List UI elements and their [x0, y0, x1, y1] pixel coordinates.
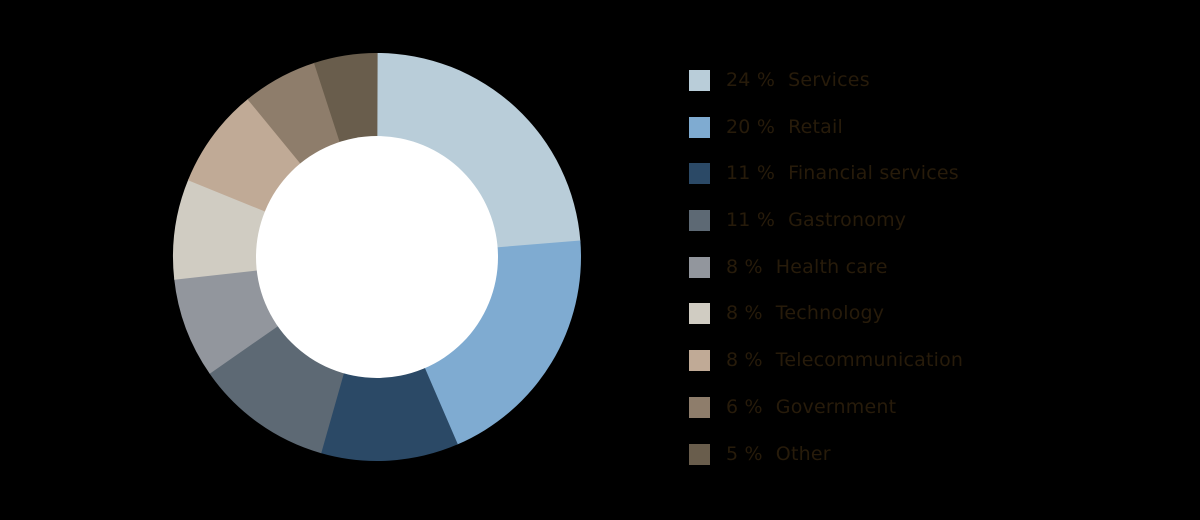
legend-value: 20 %: [726, 115, 776, 138]
donut-slice-health-care: [174, 269, 279, 374]
legend-swatch: [689, 443, 710, 465]
legend-swatch: [689, 116, 710, 138]
legend-item: 8 % Telecommunication: [689, 349, 964, 372]
legend-label: Government: [775, 395, 897, 418]
donut-slice-telecommunication: [187, 98, 302, 212]
legend-label: Other: [775, 442, 831, 465]
donut-slice-retail: [423, 240, 582, 445]
legend-swatch: [689, 210, 710, 232]
legend-value: 24 %: [726, 69, 776, 91]
legend-value: 11 %: [726, 209, 776, 232]
legend-label: Retail: [788, 115, 843, 138]
donut-slice-technology: [172, 179, 267, 280]
legend-label: Technology: [775, 302, 885, 325]
legend-item: 6 % Government: [689, 395, 963, 418]
legend-item: 5 % Other: [689, 442, 963, 465]
legend-swatch: [689, 70, 710, 91]
legend-label: Financial services: [788, 162, 959, 185]
legend-item: 20 % Retail: [689, 115, 963, 138]
legend-value: 5 %: [726, 442, 763, 465]
legend-item: 11 % Financial services: [689, 162, 963, 185]
legend-value: 6 %: [726, 395, 763, 418]
legend-value: 8 %: [726, 302, 763, 325]
donut-slice-services: [376, 53, 581, 249]
legend-swatch: [689, 163, 710, 185]
legend: 24 % Services 20 % Retail 11 % Financial serv…: [689, 70, 963, 465]
legend-item: 24 % Services: [689, 70, 963, 91]
legend-label: Gastronomy: [788, 209, 907, 232]
legend-label: Services: [788, 69, 870, 91]
legend-value: 11 %: [726, 162, 776, 185]
donut-slice-financial-services: [320, 367, 458, 461]
legend-swatch: [689, 256, 710, 278]
legend-value: 8 %: [726, 255, 763, 278]
legend-label: Telecommunication: [775, 349, 964, 372]
legend-value: 8 %: [726, 349, 763, 372]
legend-item: 11 % Gastronomy: [689, 209, 963, 232]
legend-label: Health care: [775, 255, 888, 278]
legend-swatch: [689, 396, 710, 418]
legend-item: 8 % Health care: [689, 255, 963, 278]
donut-slice-other: [313, 53, 378, 143]
legend-swatch: [689, 350, 710, 372]
legend-item: 8 % Technology: [689, 302, 963, 325]
legend-swatch: [689, 303, 710, 325]
donut-hole: [256, 136, 498, 378]
donut-slice-government: [247, 62, 341, 165]
